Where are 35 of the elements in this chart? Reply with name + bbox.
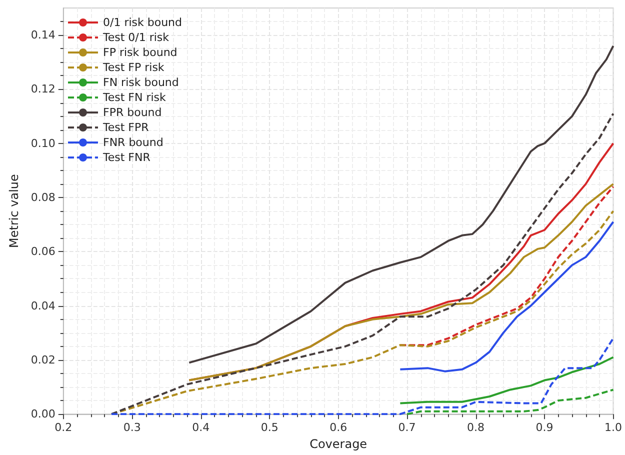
y-tick-label: 0.12 (30, 82, 56, 96)
y-axis-title: Metric value (7, 174, 21, 248)
legend-label: FNR bound (103, 136, 164, 149)
y-tick-label: 0.00 (30, 408, 56, 421)
legend-label: FP risk bound (103, 46, 178, 59)
x-tick-label: 0.5 (260, 421, 278, 434)
legend-label: 0/1 risk bound (103, 16, 182, 29)
x-tick-label: 1.0 (604, 421, 622, 434)
line-series (399, 220, 614, 372)
x-tick-label: 0.2 (54, 421, 72, 434)
legend-label: FPR bound (103, 106, 162, 119)
legend-label: Test FPR (102, 121, 150, 134)
y-tick-label: 0.14 (30, 28, 56, 42)
y-tick-label: 0.06 (30, 245, 56, 258)
line-series (188, 182, 614, 382)
x-axis-title: Coverage (310, 437, 368, 451)
legend-label: Test FNR (102, 151, 151, 164)
line-series (399, 356, 614, 404)
x-tick-label: 0.7 (398, 421, 416, 434)
x-tick-label: 0.4 (192, 421, 210, 434)
y-tick-label: 0.04 (30, 299, 56, 312)
x-tick-label: 0.8 (467, 421, 485, 434)
legend-label: Test FN risk (102, 91, 167, 104)
legend-label: FN risk bound (103, 76, 179, 89)
x-tick-label: 0.9 (536, 421, 554, 434)
x-tick-label: 0.6 (330, 421, 348, 434)
y-tick-label: 0.02 (30, 353, 56, 366)
legend-label: Test FP risk (102, 61, 165, 74)
y-tick-label: 0.08 (30, 191, 56, 204)
y-tick-label: 0.10 (30, 136, 56, 150)
line-series (188, 44, 614, 364)
legend-label: Test 0/1 risk (102, 31, 170, 44)
line-series (406, 388, 614, 416)
line-series (110, 337, 614, 416)
x-tick-label: 0.3 (123, 421, 141, 434)
